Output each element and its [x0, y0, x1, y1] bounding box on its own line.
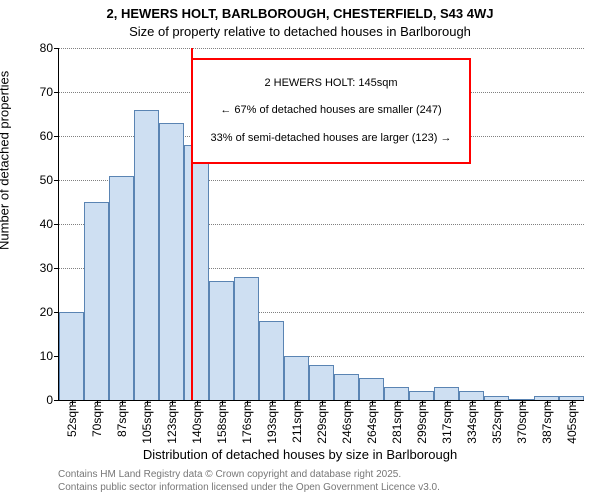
histogram-bar: [434, 387, 459, 400]
x-tick-label: 352sqm: [490, 401, 504, 444]
x-tick-label: 176sqm: [240, 401, 254, 444]
y-tick-label: 50: [27, 173, 53, 187]
histogram-bar: [109, 176, 134, 400]
plot-area: 2 HEWERS HOLT: 145sqm ← 67% of detached …: [58, 48, 584, 401]
annotation-line-2: ← 67% of detached houses are smaller (24…: [199, 104, 463, 118]
histogram-bar: [159, 123, 184, 400]
y-tick-mark: [54, 48, 59, 49]
x-tick-label: 229sqm: [315, 401, 329, 444]
histogram-bar: [384, 387, 409, 400]
y-tick-mark: [54, 180, 59, 181]
x-tick-label: 334sqm: [465, 401, 479, 444]
x-tick-label: 87sqm: [115, 401, 129, 437]
y-tick-label: 30: [27, 261, 53, 275]
x-axis-label: Distribution of detached houses by size …: [0, 447, 600, 462]
y-tick-label: 40: [27, 217, 53, 231]
y-tick-label: 10: [27, 349, 53, 363]
histogram-bar: [259, 321, 284, 400]
x-tick-label: 299sqm: [415, 401, 429, 444]
annotation-box: 2 HEWERS HOLT: 145sqm ← 67% of detached …: [191, 58, 471, 164]
x-tick-label: 140sqm: [190, 401, 204, 444]
y-tick-label: 0: [27, 393, 53, 407]
histogram-bar: [409, 391, 434, 400]
y-tick-label: 20: [27, 305, 53, 319]
x-tick-label: 281sqm: [390, 401, 404, 444]
chart-container: 2, HEWERS HOLT, BARLBOROUGH, CHESTERFIEL…: [0, 0, 600, 500]
histogram-bar: [334, 374, 359, 400]
histogram-bar: [359, 378, 384, 400]
histogram-bar: [284, 356, 309, 400]
x-tick-label: 193sqm: [265, 401, 279, 444]
histogram-bar: [134, 110, 159, 400]
histogram-bar: [59, 312, 84, 400]
annotation-line-3: 33% of semi-detached houses are larger (…: [199, 132, 463, 146]
x-tick-label: 123sqm: [165, 401, 179, 444]
caption-text: Contains HM Land Registry data © Crown c…: [58, 469, 440, 494]
histogram-bar: [84, 202, 109, 400]
y-tick-label: 70: [27, 85, 53, 99]
x-tick-label: 70sqm: [90, 401, 104, 437]
x-tick-label: 317sqm: [440, 401, 454, 444]
chart-title-sub: Size of property relative to detached ho…: [0, 24, 600, 39]
histogram-bar: [459, 391, 484, 400]
y-tick-mark: [54, 400, 59, 401]
x-tick-label: 405sqm: [565, 401, 579, 444]
histogram-bar: [209, 281, 234, 400]
x-tick-label: 158sqm: [215, 401, 229, 444]
chart-title-main: 2, HEWERS HOLT, BARLBOROUGH, CHESTERFIEL…: [0, 6, 600, 21]
histogram-bar: [309, 365, 334, 400]
x-tick-label: 52sqm: [65, 401, 79, 437]
y-tick-mark: [54, 136, 59, 137]
x-tick-label: 246sqm: [340, 401, 354, 444]
x-tick-label: 387sqm: [540, 401, 554, 444]
x-tick-label: 105sqm: [140, 401, 154, 444]
y-axis-label: Number of detached properties: [0, 71, 12, 250]
y-tick-mark: [54, 224, 59, 225]
y-tick-mark: [54, 92, 59, 93]
y-tick-mark: [54, 268, 59, 269]
histogram-bar: [234, 277, 259, 400]
x-tick-label: 211sqm: [290, 401, 304, 443]
y-tick-label: 60: [27, 129, 53, 143]
gridline: [59, 48, 584, 49]
x-tick-label: 264sqm: [365, 401, 379, 444]
histogram-bar: [184, 145, 209, 400]
annotation-line-1: 2 HEWERS HOLT: 145sqm: [199, 77, 463, 91]
x-tick-label: 370sqm: [515, 401, 529, 444]
y-tick-label: 80: [27, 41, 53, 55]
